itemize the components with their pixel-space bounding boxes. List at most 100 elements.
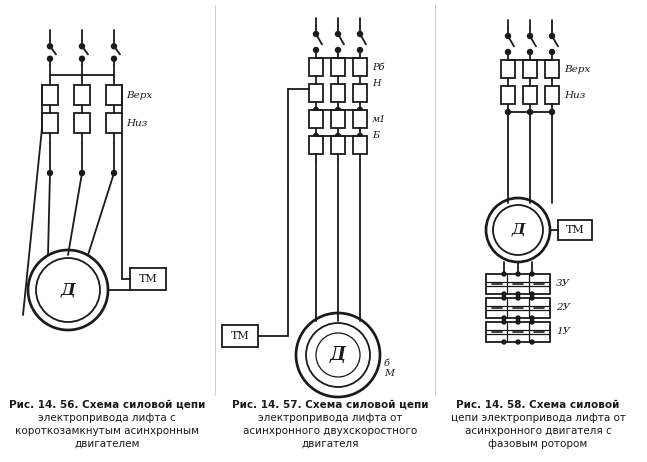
Circle shape (502, 272, 506, 276)
Circle shape (36, 258, 100, 322)
Circle shape (358, 134, 362, 139)
Bar (331, 110, 345, 128)
Bar (331, 58, 345, 76)
Text: цепи электропривода лифта от: цепи электропривода лифта от (450, 413, 626, 423)
Circle shape (80, 44, 85, 49)
Circle shape (505, 49, 510, 55)
Text: Д: Д (61, 281, 75, 298)
Circle shape (502, 316, 506, 320)
Bar (545, 86, 559, 104)
Text: ТМ: ТМ (138, 274, 157, 284)
Bar (222, 325, 258, 347)
Text: Н: Н (372, 79, 380, 89)
Circle shape (516, 340, 520, 344)
Bar (523, 60, 537, 78)
Circle shape (530, 272, 534, 276)
Circle shape (527, 49, 532, 55)
Circle shape (486, 198, 550, 262)
Circle shape (516, 292, 520, 296)
Circle shape (516, 316, 520, 320)
Circle shape (549, 34, 554, 38)
Circle shape (502, 320, 506, 324)
Circle shape (549, 49, 554, 55)
Circle shape (336, 134, 340, 139)
Bar (42, 85, 58, 105)
Circle shape (336, 108, 340, 113)
Circle shape (28, 250, 108, 330)
Text: Рис. 14. 58. Схема силовой: Рис. 14. 58. Схема силовой (456, 400, 620, 410)
Circle shape (530, 320, 534, 324)
Bar (501, 86, 515, 104)
Text: м1: м1 (372, 115, 386, 123)
Text: Рис. 14. 56. Схема силовой цепи: Рис. 14. 56. Схема силовой цепи (9, 400, 205, 410)
Text: Б: Б (372, 132, 379, 140)
Text: Рис. 14. 57. Схема силовой цепи: Рис. 14. 57. Схема силовой цепи (232, 400, 428, 410)
Bar (353, 136, 367, 154)
Bar (353, 110, 367, 128)
Bar (331, 136, 345, 154)
Circle shape (358, 31, 362, 36)
Circle shape (316, 333, 360, 377)
Circle shape (47, 170, 52, 176)
Text: 3У: 3У (556, 280, 570, 288)
Circle shape (111, 44, 116, 49)
Text: Д: Д (330, 346, 346, 364)
Bar (309, 84, 323, 102)
Circle shape (493, 205, 543, 255)
Text: фазовым ротором: фазовым ротором (488, 439, 587, 449)
Circle shape (530, 296, 534, 300)
Circle shape (530, 340, 534, 344)
Bar (130, 268, 166, 290)
Text: Низ: Низ (126, 118, 148, 128)
Circle shape (314, 108, 318, 113)
Circle shape (314, 31, 318, 36)
Bar (486, 298, 550, 318)
Circle shape (314, 48, 318, 53)
Text: ТМ: ТМ (565, 225, 584, 235)
Circle shape (516, 296, 520, 300)
Circle shape (502, 296, 506, 300)
Bar (523, 86, 537, 104)
Bar (331, 84, 345, 102)
Circle shape (314, 134, 318, 139)
Circle shape (502, 340, 506, 344)
Text: б: б (384, 359, 390, 367)
Text: двигателя: двигателя (302, 439, 358, 449)
Bar (353, 58, 367, 76)
Circle shape (296, 313, 380, 397)
Bar (558, 220, 592, 240)
Circle shape (516, 320, 520, 324)
Text: Д: Д (511, 223, 525, 237)
Circle shape (80, 56, 85, 61)
Text: М: М (384, 369, 394, 377)
Text: двигателем: двигателем (74, 439, 140, 449)
Text: Рб: Рб (372, 62, 384, 72)
Circle shape (527, 34, 532, 38)
Text: ТМ: ТМ (230, 331, 249, 341)
Text: 2У: 2У (556, 304, 570, 312)
Text: Низ: Низ (564, 91, 586, 99)
Circle shape (358, 108, 362, 113)
Text: Верх: Верх (126, 91, 152, 99)
Text: 1У: 1У (556, 328, 570, 336)
Bar (353, 84, 367, 102)
Bar (309, 136, 323, 154)
Circle shape (527, 109, 532, 115)
Bar (545, 60, 559, 78)
Circle shape (502, 292, 506, 296)
Circle shape (516, 272, 520, 276)
Bar (486, 322, 550, 342)
Circle shape (530, 316, 534, 320)
Circle shape (549, 109, 554, 115)
Circle shape (358, 48, 362, 53)
Text: электропривода лифта от: электропривода лифта от (258, 413, 402, 423)
Circle shape (336, 48, 340, 53)
Circle shape (111, 56, 116, 61)
Circle shape (47, 56, 52, 61)
Text: Верх: Верх (564, 65, 590, 73)
Bar (106, 113, 122, 133)
Text: электропривода лифта с: электропривода лифта с (38, 413, 176, 423)
Text: асинхронного двухскоростного: асинхронного двухскоростного (243, 426, 417, 436)
Bar (486, 274, 550, 294)
Bar (309, 110, 323, 128)
